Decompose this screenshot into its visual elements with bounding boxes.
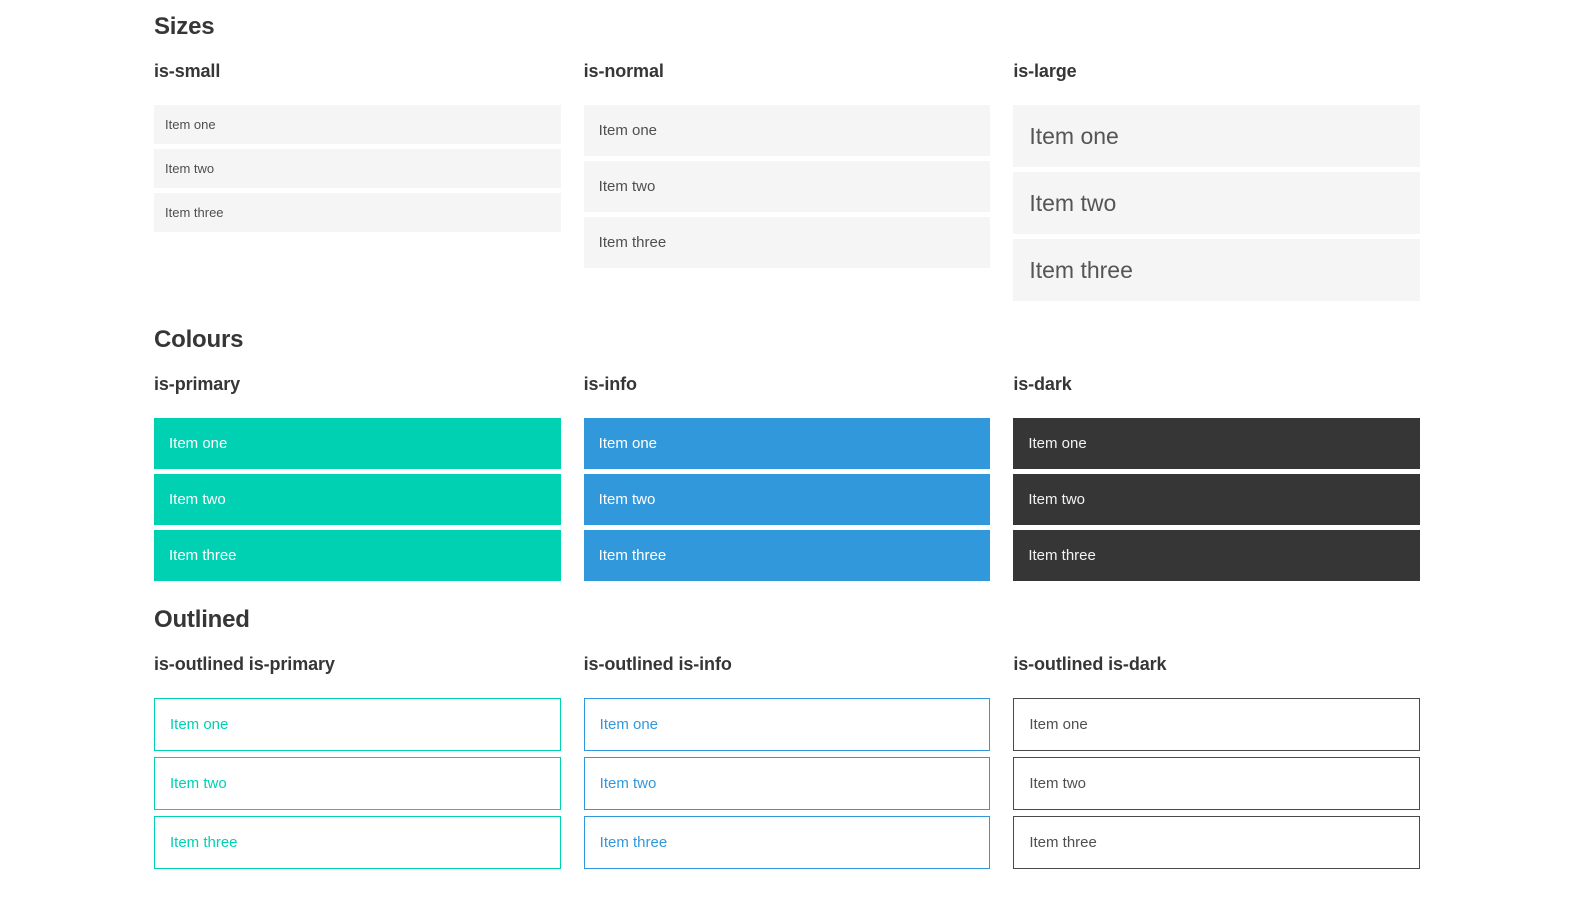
item-list: Item one Item two Item three xyxy=(154,698,561,869)
list-item[interactable]: Item one xyxy=(583,105,991,156)
list-item[interactable]: Item two xyxy=(583,474,991,525)
list-item[interactable]: Item one xyxy=(1013,105,1420,167)
section-title: Colours xyxy=(154,326,244,353)
list-item[interactable]: Item one xyxy=(154,698,561,751)
item-list: Item one Item two Item three xyxy=(154,105,561,232)
list-item[interactable]: Item two xyxy=(583,757,991,810)
demo-column-is-small: is-small Item one Item two Item three xyxy=(154,60,561,306)
section-colours: Colours is-primary Item one Item two Item th… xyxy=(154,325,1420,586)
column-heading: is-outlined is-info xyxy=(583,654,732,674)
list-item[interactable]: Item three xyxy=(583,530,991,581)
item-list: Item one Item two Item three xyxy=(583,105,991,268)
column-heading: is-outlined is-primary xyxy=(154,654,335,674)
item-list: Item one Item two Item three xyxy=(1013,105,1420,301)
list-item[interactable]: Item two xyxy=(154,474,561,525)
item-list: Item one Item two Item three xyxy=(583,418,991,581)
demo-column-is-outlined-is-primary: is-outlined is-primary Item one Item two It… xyxy=(154,653,561,875)
list-item[interactable]: Item two xyxy=(1013,757,1420,810)
list-item[interactable]: Item three xyxy=(154,530,561,581)
section-outlined: Outlined is-outlined is-primary Item one It… xyxy=(154,605,1420,875)
demo-column-is-dark: is-dark Item one Item two Item three xyxy=(1013,373,1420,586)
demo-column-is-info: is-info Item one Item two Item three xyxy=(583,373,991,586)
list-item[interactable]: Item three xyxy=(154,193,561,232)
list-item[interactable]: Item one xyxy=(1013,418,1420,469)
item-list: Item one Item two Item three xyxy=(583,698,991,869)
columns-row: is-primary Item one Item two Item three is-i… xyxy=(154,373,1420,586)
list-item[interactable]: Item three xyxy=(1013,530,1420,581)
list-item[interactable]: Item one xyxy=(154,105,561,144)
column-heading: is-outlined is-dark xyxy=(1013,654,1167,674)
column-heading: is-normal xyxy=(583,61,664,81)
list-item[interactable]: Item one xyxy=(583,698,991,751)
section-title: Outlined xyxy=(154,606,250,633)
column-heading: is-small xyxy=(154,61,221,81)
list-item[interactable]: Item one xyxy=(583,418,991,469)
demo-column-is-outlined-is-dark: is-outlined is-dark Item one Item two Item … xyxy=(1013,653,1420,875)
demo-column-is-primary: is-primary Item one Item two Item three xyxy=(154,373,561,586)
list-item[interactable]: Item two xyxy=(1013,172,1420,234)
list-item[interactable]: Item two xyxy=(154,149,561,188)
demo-column-is-outlined-is-info: is-outlined is-info Item one Item two Item … xyxy=(583,653,991,875)
demo-column-is-normal: is-normal Item one Item two Item three xyxy=(583,60,991,306)
item-list: Item one Item two Item three xyxy=(1013,698,1420,869)
column-heading: is-large xyxy=(1013,61,1077,81)
list-item[interactable]: Item one xyxy=(154,418,561,469)
list-item[interactable]: Item one xyxy=(1013,698,1420,751)
item-list: Item one Item two Item three xyxy=(1013,418,1420,581)
column-heading: is-primary xyxy=(154,374,241,394)
list-item[interactable]: Item three xyxy=(154,816,561,869)
column-heading: is-info xyxy=(583,374,637,394)
list-item[interactable]: Item two xyxy=(154,757,561,810)
item-list: Item one Item two Item three xyxy=(154,418,561,581)
list-item[interactable]: Item three xyxy=(583,816,991,869)
list-item[interactable]: Item three xyxy=(1013,239,1420,301)
list-item[interactable]: Item three xyxy=(1013,816,1420,869)
section-title: Sizes xyxy=(154,13,215,40)
columns-row: is-small Item one Item two Item three is-nor… xyxy=(154,60,1420,306)
column-heading: is-dark xyxy=(1013,374,1072,394)
section-sizes: Sizes is-small Item one Item two Item three i… xyxy=(154,12,1420,306)
columns-row: is-outlined is-primary Item one Item two It… xyxy=(154,653,1420,875)
list-item[interactable]: Item three xyxy=(583,217,991,268)
list-item[interactable]: Item two xyxy=(1013,474,1420,525)
list-item[interactable]: Item two xyxy=(583,161,991,212)
demo-column-is-large: is-large Item one Item two Item three xyxy=(1013,60,1420,306)
